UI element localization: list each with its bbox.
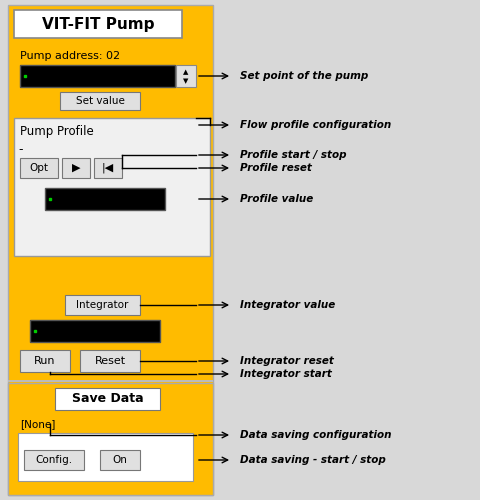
- Text: On: On: [112, 455, 127, 465]
- Text: Opt: Opt: [29, 163, 48, 173]
- Bar: [65, 295, 140, 315]
- Text: Profile start / stop: Profile start / stop: [240, 150, 346, 160]
- Bar: [24, 450, 84, 470]
- Bar: [14, 10, 181, 38]
- Text: Pump Profile: Pump Profile: [20, 126, 94, 138]
- Text: Reset: Reset: [94, 356, 125, 366]
- Text: Profile reset: Profile reset: [240, 163, 311, 173]
- Text: Flow profile configuration: Flow profile configuration: [240, 120, 390, 130]
- Bar: [20, 65, 175, 87]
- Bar: [30, 320, 160, 342]
- Text: Integrator value: Integrator value: [240, 300, 335, 310]
- Bar: [176, 65, 195, 87]
- Bar: [8, 5, 213, 495]
- Bar: [80, 350, 140, 372]
- Bar: [8, 383, 213, 495]
- Text: Profile value: Profile value: [240, 194, 312, 204]
- Bar: [8, 380, 213, 382]
- Bar: [18, 433, 192, 481]
- Text: Save Data: Save Data: [72, 392, 143, 406]
- Text: Integrator reset: Integrator reset: [240, 356, 333, 366]
- Text: [None]: [None]: [20, 419, 55, 429]
- Text: |◀: |◀: [102, 163, 114, 173]
- Text: Integrator start: Integrator start: [240, 369, 331, 379]
- Bar: [62, 158, 90, 178]
- Text: VIT-FIT Pump: VIT-FIT Pump: [42, 16, 154, 32]
- Bar: [14, 118, 210, 256]
- Bar: [55, 388, 160, 410]
- Text: ▼: ▼: [183, 78, 188, 84]
- Text: Config.: Config.: [36, 455, 72, 465]
- Bar: [100, 450, 140, 470]
- Text: Pump address: 02: Pump address: 02: [20, 51, 120, 61]
- Bar: [20, 350, 70, 372]
- Text: Data saving configuration: Data saving configuration: [240, 430, 391, 440]
- Bar: [60, 92, 140, 110]
- Text: Set point of the pump: Set point of the pump: [240, 71, 368, 81]
- Bar: [20, 158, 58, 178]
- Text: Data saving - start / stop: Data saving - start / stop: [240, 455, 385, 465]
- Bar: [94, 158, 122, 178]
- Text: ▶: ▶: [72, 163, 80, 173]
- Text: -: -: [18, 144, 23, 156]
- Bar: [45, 188, 165, 210]
- Text: Integrator: Integrator: [76, 300, 129, 310]
- Text: ▲: ▲: [183, 69, 188, 75]
- Text: Run: Run: [34, 356, 56, 366]
- Text: Set value: Set value: [75, 96, 124, 106]
